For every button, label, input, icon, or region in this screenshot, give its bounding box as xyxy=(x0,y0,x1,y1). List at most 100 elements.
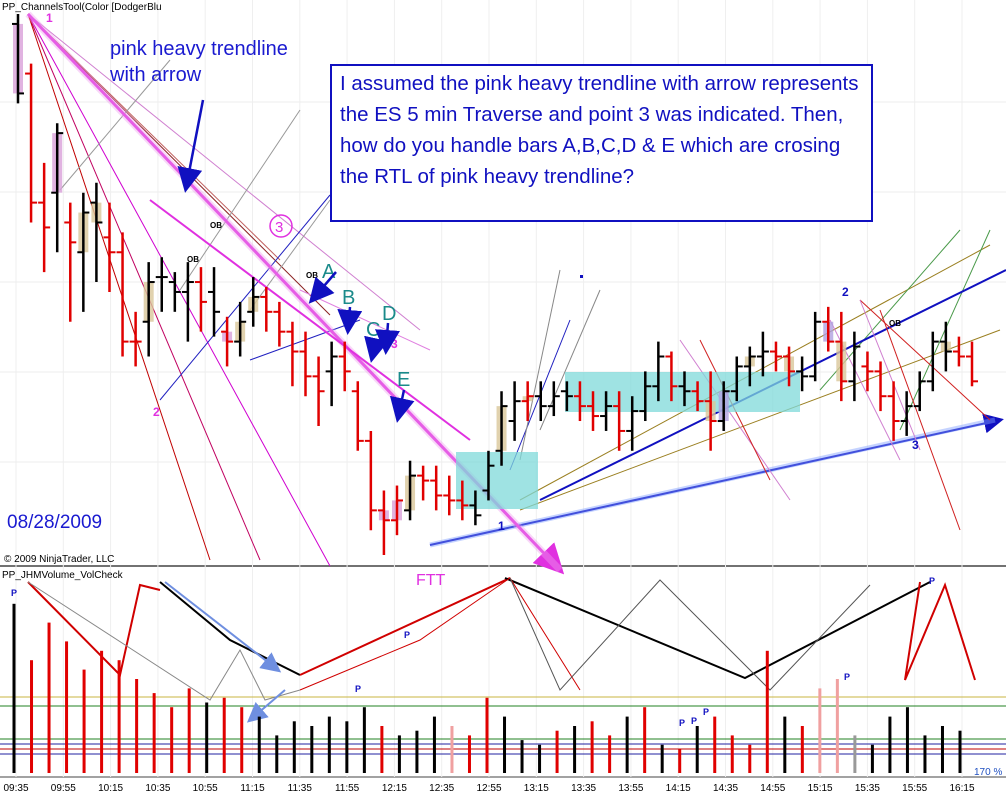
trendline-note: pink heavy trendline with arrow xyxy=(110,38,288,86)
label-one-bottom: 1 xyxy=(498,519,505,533)
volume-bar xyxy=(30,660,34,773)
volume-bar xyxy=(275,735,279,773)
volume-bar xyxy=(467,735,471,773)
volume-bar xyxy=(835,679,839,773)
circle-three xyxy=(269,214,293,238)
volume-bar xyxy=(608,735,612,773)
x-tick-label: 10:55 xyxy=(193,783,218,794)
label-three-circle: 3 xyxy=(275,219,283,236)
x-tick-label: 10:35 xyxy=(145,783,170,794)
volume-p-mark: P xyxy=(929,576,935,586)
zoom-label: 170 % xyxy=(974,767,1002,778)
volume-bar xyxy=(573,726,577,773)
volume-p-mark: P xyxy=(355,684,361,694)
volume-bar xyxy=(888,716,892,773)
volume-bars xyxy=(12,603,962,773)
volume-bar xyxy=(432,716,436,773)
label-ob-3: OB xyxy=(306,271,318,280)
price-indicator-label: PP_ChannelsTool(Color [DodgerBlu xyxy=(2,2,162,13)
label-ob-4: OB xyxy=(889,319,901,328)
label-e: E xyxy=(397,369,410,391)
volume-bar xyxy=(713,716,717,773)
volume-p-mark: P xyxy=(11,588,17,598)
volume-bar xyxy=(135,679,139,773)
label-two-left: 2 xyxy=(153,405,160,419)
copyright-label: © 2009 NinjaTrader, LLC xyxy=(4,554,114,565)
volume-bar xyxy=(643,707,647,773)
volume-bar xyxy=(345,721,349,773)
volume-bar xyxy=(923,735,927,773)
volume-bar xyxy=(257,716,261,773)
x-tick-label: 12:35 xyxy=(429,783,454,794)
label-ob-2: OB xyxy=(210,221,222,230)
volume-bar xyxy=(625,716,629,773)
volume-bar xyxy=(65,641,69,773)
volume-bar xyxy=(590,721,594,773)
volume-bar xyxy=(678,749,682,773)
volume-bar xyxy=(730,735,734,773)
price-bars xyxy=(12,14,978,556)
volume-bar xyxy=(870,744,874,773)
volume-bar xyxy=(905,707,909,773)
volume-p-mark: P xyxy=(703,707,709,717)
volume-bar xyxy=(362,707,366,773)
volume-p-mark: P xyxy=(691,716,697,726)
label-three-right: 3 xyxy=(912,438,919,452)
label-d: D xyxy=(382,303,396,325)
label-one-top: 1 xyxy=(46,11,53,25)
x-tick-label: 12:55 xyxy=(476,783,501,794)
volume-p-mark: P xyxy=(404,630,410,640)
volume-bar xyxy=(170,707,174,773)
x-tick-label: 11:35 xyxy=(288,783,313,794)
volume-bar xyxy=(538,744,542,773)
volume-p-mark: P xyxy=(679,718,685,728)
x-tick-label: 11:15 xyxy=(240,783,265,794)
volume-bar xyxy=(222,697,226,773)
volume-bar xyxy=(853,735,857,773)
volume-bar xyxy=(783,716,787,773)
question-box: I assumed the pink heavy trendline with … xyxy=(330,64,873,222)
label-two-right: 2 xyxy=(842,285,849,299)
volume-bar xyxy=(82,669,86,773)
volume-indicator-label: PP_JHMVolume_VolCheck xyxy=(2,570,124,581)
volume-bar xyxy=(117,660,121,773)
volume-bar xyxy=(765,650,769,773)
volume-bar xyxy=(748,744,752,773)
x-tick-label: 13:55 xyxy=(618,783,643,794)
volume-bar xyxy=(485,697,489,773)
bar-annotations: 1 2 3 2 3 1 3 OB OB OB OB A B C D E FTT xyxy=(46,11,919,589)
volume-bar xyxy=(292,721,296,773)
volume-bar xyxy=(397,735,401,773)
x-tick-label: 10:15 xyxy=(98,783,123,794)
label-ftt: FTT xyxy=(416,572,446,589)
x-tick-label: 16:15 xyxy=(949,783,974,794)
volume-bar xyxy=(152,693,156,773)
x-tick-label: 09:35 xyxy=(3,783,28,794)
label-ob-1: OB xyxy=(187,255,199,264)
date-label: 08/28/2009 xyxy=(7,512,103,533)
volume-bar xyxy=(310,726,314,773)
x-tick-label: 14:55 xyxy=(760,783,785,794)
volume-bar xyxy=(940,726,944,773)
volume-bar xyxy=(520,740,524,773)
volume-bar xyxy=(450,726,454,773)
x-tick-label: 11:55 xyxy=(335,783,360,794)
x-tick-label: 13:15 xyxy=(524,783,549,794)
volume-bar xyxy=(958,730,962,773)
volume-bar xyxy=(380,726,384,773)
highlight-boxes xyxy=(456,372,800,509)
volume-bar xyxy=(555,730,559,773)
volume-bar xyxy=(818,688,822,773)
x-tick-label: 15:35 xyxy=(855,783,880,794)
x-tick-label: 09:55 xyxy=(51,783,76,794)
x-tick-label: 12:15 xyxy=(382,783,407,794)
x-tick-label: 15:15 xyxy=(808,783,833,794)
volume-bar xyxy=(327,716,331,773)
volume-bar xyxy=(415,730,419,773)
volume-bar xyxy=(12,603,16,773)
x-tick-label: 14:35 xyxy=(713,783,738,794)
volume-bar xyxy=(503,716,507,773)
volume-bar xyxy=(47,622,51,773)
volume-bar xyxy=(187,688,191,773)
